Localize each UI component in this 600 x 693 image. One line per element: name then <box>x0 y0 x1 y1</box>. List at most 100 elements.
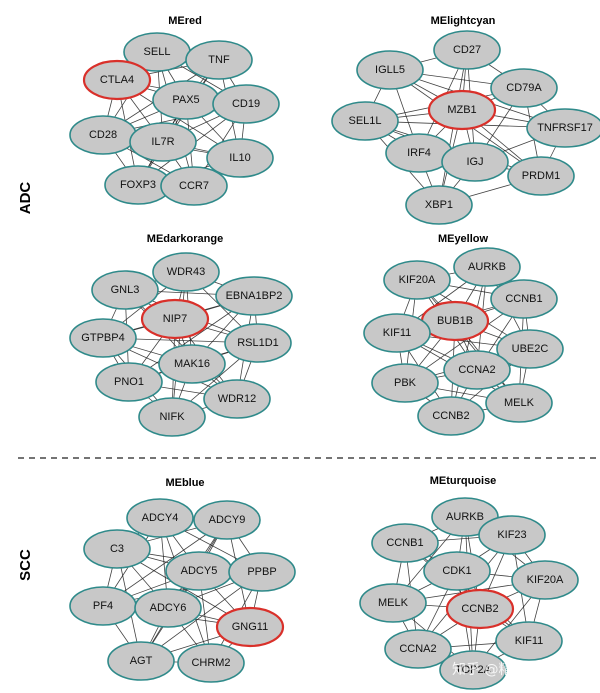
node-medarkorange-pno1: PNO1 <box>95 362 163 402</box>
node-medarkorange-wdr12: WDR12 <box>203 379 271 419</box>
node-meyellow-bub1b: BUB1B <box>420 300 490 342</box>
node-ellipse <box>495 621 563 661</box>
node-ellipse <box>485 383 553 423</box>
watermark-text: 知乎 @精准科研 <box>452 661 554 678</box>
node-ellipse <box>212 84 280 124</box>
node-label: KIF20A <box>399 274 436 286</box>
edge-meblue <box>159 517 212 664</box>
node-ellipse <box>215 276 293 316</box>
node-label: MELK <box>504 397 535 409</box>
node-medarkorange-nip7: NIP7 <box>140 298 210 340</box>
node-ellipse <box>193 500 261 540</box>
node-ellipse <box>363 313 431 353</box>
node-label: ADCY4 <box>142 512 179 524</box>
node-mered-pax5: PAX5 <box>152 80 220 120</box>
node-label: CCNB2 <box>432 410 469 422</box>
node-ellipse <box>490 68 558 108</box>
node-label: CCNA2 <box>458 364 495 376</box>
node-meturquoise-kif11: KIF11 <box>495 621 563 661</box>
node-label: MELK <box>378 597 409 609</box>
node-meturquoise-melk: MELK <box>359 583 427 623</box>
node-ellipse <box>441 142 509 182</box>
node-ellipse <box>152 252 220 292</box>
node-meturquoise-kif23: KIF23 <box>478 515 546 555</box>
node-ellipse <box>453 247 521 287</box>
node-label: RSL1D1 <box>237 337 279 349</box>
node-label: TNFRSF17 <box>537 122 593 134</box>
node-meyellow-aurkb: AURKB <box>453 247 521 287</box>
module-title-meblue: MEblue <box>165 477 204 489</box>
node-ellipse <box>511 560 579 600</box>
node-label: AURKB <box>446 511 484 523</box>
node-mered-ccr7: CCR7 <box>160 166 228 206</box>
node-label: MZB1 <box>447 104 476 116</box>
node-medarkorange-nifk: NIFK <box>138 397 206 437</box>
node-label: KIF11 <box>515 635 544 647</box>
node-meyellow-ube2c: UBE2C <box>496 329 564 369</box>
node-melightcyan-xbp1: XBP1 <box>405 185 473 225</box>
node-ellipse <box>427 89 497 131</box>
node-meblue-agt: AGT <box>107 641 175 681</box>
node-label: EBNA1BP2 <box>226 290 283 302</box>
node-medarkorange-mak16: MAK16 <box>158 344 226 384</box>
node-meturquoise-cdk1: CDK1 <box>423 551 491 591</box>
node-label: MAK16 <box>174 358 210 370</box>
node-ellipse <box>224 323 292 363</box>
node-meblue-adcy9: ADCY9 <box>193 500 261 540</box>
node-label: ADCY6 <box>150 602 187 614</box>
node-ellipse <box>383 260 451 300</box>
node-ellipse <box>228 552 296 592</box>
node-label: PF4 <box>93 600 113 612</box>
node-label: WDR43 <box>167 266 206 278</box>
module-title-meyellow: MEyellow <box>438 233 489 245</box>
node-melightcyan-cd27: CD27 <box>433 30 501 70</box>
group-label-adc: ADC <box>17 182 34 215</box>
node-meyellow-ccna2: CCNA2 <box>443 350 511 390</box>
node-label: IL7R <box>151 136 174 148</box>
node-label: KIF23 <box>497 529 526 541</box>
node-meblue-chrm2: CHRM2 <box>177 643 245 683</box>
node-ellipse <box>439 650 507 690</box>
node-label: WDR12 <box>218 393 257 405</box>
node-ellipse <box>69 318 137 358</box>
node-meyellow-kif11: KIF11 <box>363 313 431 353</box>
node-label: PNO1 <box>114 376 144 388</box>
node-label: CCNB1 <box>386 537 423 549</box>
node-mered-ctla4: CTLA4 <box>82 59 152 101</box>
node-mered-sell: SELL <box>123 32 191 72</box>
node-label: TNF <box>208 54 230 66</box>
node-melightcyan-sel1l: SEL1L <box>331 101 399 141</box>
node-ellipse <box>185 40 253 80</box>
node-meblue-c3: C3 <box>83 529 151 569</box>
node-label: SEL1L <box>348 115 381 127</box>
node-label: CCR7 <box>179 180 209 192</box>
node-ellipse <box>129 122 197 162</box>
node-label: CD27 <box>453 44 481 56</box>
node-meblue-adcy4: ADCY4 <box>126 498 194 538</box>
node-label: FOXP3 <box>120 179 156 191</box>
node-melightcyan-prdm1: PRDM1 <box>507 156 575 196</box>
module-title-mered: MEred <box>168 15 202 27</box>
node-ellipse <box>331 101 399 141</box>
node-label: PPBP <box>247 566 276 578</box>
node-ellipse <box>371 523 439 563</box>
edge-medarkorange <box>124 289 238 400</box>
node-label: KIF20A <box>527 574 564 586</box>
node-label: ADCY5 <box>181 565 218 577</box>
node-ellipse <box>206 138 274 178</box>
node-meturquoise-top2a: TOP2A <box>439 650 507 690</box>
node-mered-il7r: IL7R <box>129 122 197 162</box>
node-ellipse <box>496 329 564 369</box>
node-label: TOP2A <box>455 664 492 676</box>
node-ellipse <box>359 583 427 623</box>
node-meyellow-ccnb1: CCNB1 <box>490 279 558 319</box>
node-ellipse <box>126 498 194 538</box>
node-ellipse <box>356 50 424 90</box>
node-label: CD28 <box>89 129 117 141</box>
node-meyellow-ccnb2: CCNB2 <box>417 396 485 436</box>
nodes-layer: SELL TNF CTLA4 PAX5 CD19 CD28 IL7R IL10 FOXP3 CCR… <box>69 30 600 690</box>
node-ellipse <box>177 643 245 683</box>
node-melightcyan-mzb1: MZB1 <box>427 89 497 131</box>
node-label: AURKB <box>468 261 506 273</box>
edge-medarkorange <box>171 271 187 418</box>
